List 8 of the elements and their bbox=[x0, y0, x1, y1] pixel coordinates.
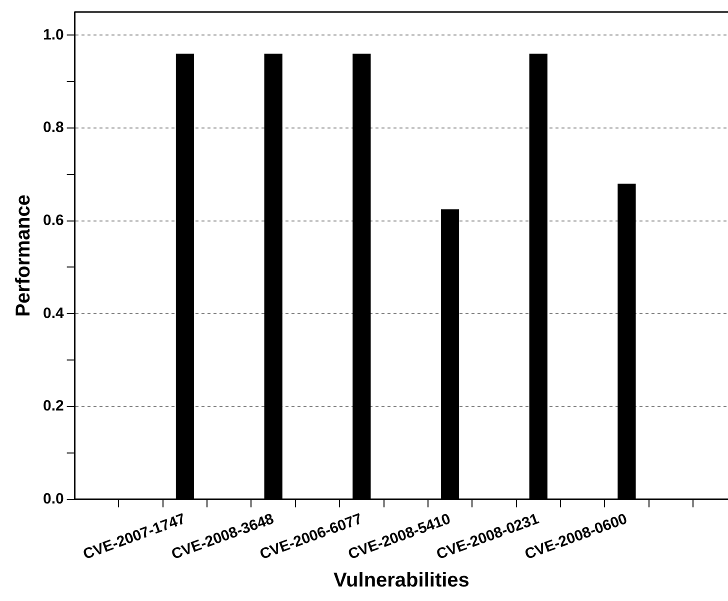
y-tick-label: 0.2 bbox=[42, 398, 64, 415]
y-axis-title: Performance bbox=[12, 194, 35, 317]
y-tick-label: 0.6 bbox=[42, 212, 64, 229]
y-tick-label: 0.0 bbox=[42, 490, 64, 508]
y-tick-label: 0.8 bbox=[42, 119, 64, 136]
y-tick-label: 1.0 bbox=[42, 26, 64, 44]
y-tick-label: 0.4 bbox=[42, 304, 64, 322]
x-axis-title: Vulnerabilities bbox=[333, 570, 470, 592]
